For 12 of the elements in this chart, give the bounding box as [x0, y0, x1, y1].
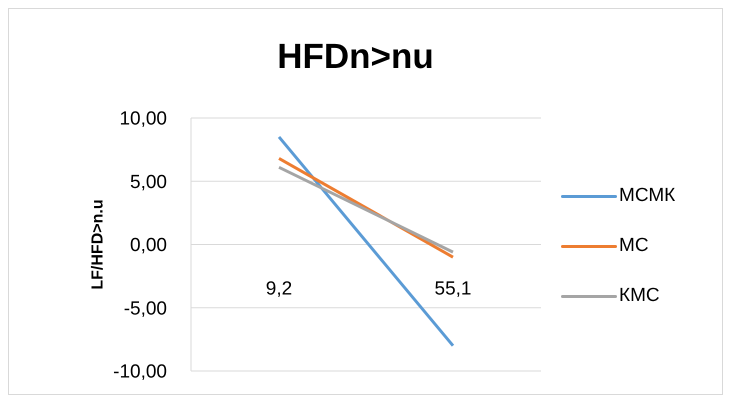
chart-title: HFDn>nu	[276, 37, 435, 77]
y-tick-label: 5,00	[130, 172, 167, 193]
y-tick-label: -10,00	[113, 362, 167, 383]
y-tick-label: 10,00	[119, 108, 167, 130]
legend-label: МС	[619, 235, 649, 257]
y-tick-label: -5,00	[124, 298, 167, 320]
y-tick-label: 0,00	[130, 235, 167, 256]
y-axis-title: LF/HFD>n.u	[90, 199, 107, 290]
legend-label: МСМК	[619, 185, 676, 207]
x-tick-label: 9,2	[266, 278, 292, 300]
legend-label: КМС	[619, 285, 660, 307]
x-tick-label: 55,1	[434, 278, 472, 300]
